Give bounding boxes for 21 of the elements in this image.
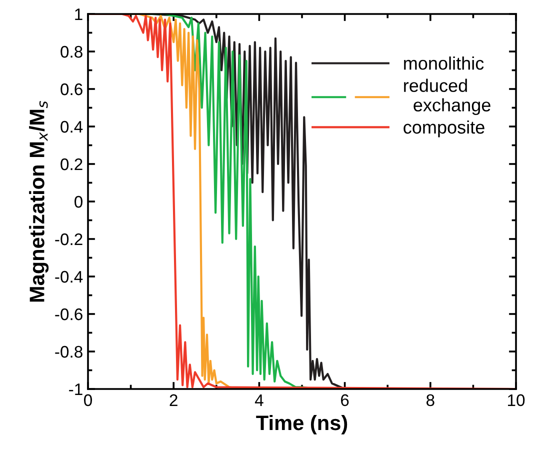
x-tick-label: 6 [341,394,349,406]
y-tick-label: 1 [75,8,82,20]
y-tick-label: -0.4 [55,270,83,283]
x-tick-label: 0 [84,394,92,406]
x-tick-label: 10 [508,394,525,406]
y-tick-label: 0.2 [60,158,82,170]
y-tick-label: 0 [74,196,82,208]
y-tick-label: 0.6 [60,83,82,96]
legend-label: monolithic [404,56,484,70]
x-tick-label: 4 [254,394,264,406]
y-tick-label: -1 [69,384,82,396]
x-tick-label: 8 [426,394,434,406]
y-tick-label: 0.4 [60,120,83,133]
y-tick-label: -0.2 [55,233,82,246]
legend-label: composite [404,120,484,138]
x-tick-label: 2 [170,394,178,406]
y-tick-label: -0.6 [55,308,82,320]
y-tick-label: 0.8 [60,46,82,58]
y-tick-label: -0.8 [55,346,82,358]
y-axis-title: Magnetization M$_{x}$/M$_{s}$ [29,101,49,302]
x-axis-title: Time (ns) [256,414,348,434]
